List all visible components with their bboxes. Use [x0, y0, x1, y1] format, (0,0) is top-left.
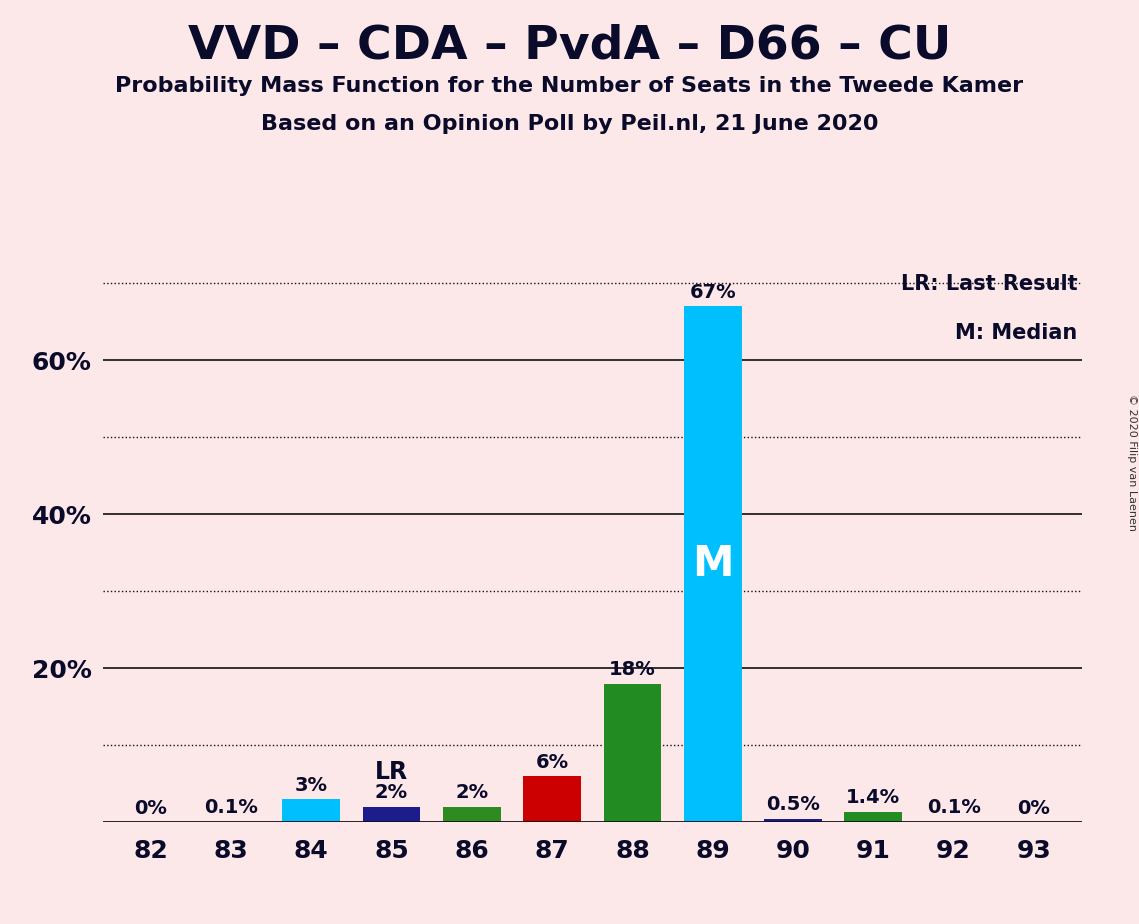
Text: 0.1%: 0.1% — [927, 798, 981, 817]
Bar — [282, 799, 341, 822]
Text: 6%: 6% — [535, 752, 568, 772]
Text: LR: LR — [375, 760, 408, 784]
Bar — [362, 807, 420, 822]
Text: VVD – CDA – PvdA – D66 – CU: VVD – CDA – PvdA – D66 – CU — [188, 23, 951, 68]
Text: 67%: 67% — [689, 283, 736, 302]
Text: LR: Last Result: LR: Last Result — [901, 274, 1077, 294]
Text: Probability Mass Function for the Number of Seats in the Tweede Kamer: Probability Mass Function for the Number… — [115, 76, 1024, 96]
Text: 18%: 18% — [609, 660, 656, 679]
Text: 2%: 2% — [456, 784, 489, 802]
Text: 3%: 3% — [295, 775, 328, 795]
Bar — [764, 819, 822, 822]
Text: M: M — [693, 543, 734, 586]
Text: © 2020 Filip van Laenen: © 2020 Filip van Laenen — [1126, 394, 1137, 530]
Text: Based on an Opinion Poll by Peil.nl, 21 June 2020: Based on an Opinion Poll by Peil.nl, 21 … — [261, 114, 878, 134]
Text: 0%: 0% — [134, 798, 167, 818]
Text: 0.5%: 0.5% — [767, 795, 820, 814]
Bar — [443, 807, 501, 822]
Bar — [683, 307, 741, 822]
Text: 1.4%: 1.4% — [846, 788, 900, 807]
Bar — [523, 776, 581, 822]
Text: 0.1%: 0.1% — [204, 798, 257, 817]
Bar — [604, 684, 662, 822]
Text: 0%: 0% — [1017, 798, 1050, 818]
Bar — [844, 811, 902, 822]
Text: M: Median: M: Median — [954, 323, 1077, 344]
Text: 2%: 2% — [375, 784, 408, 802]
